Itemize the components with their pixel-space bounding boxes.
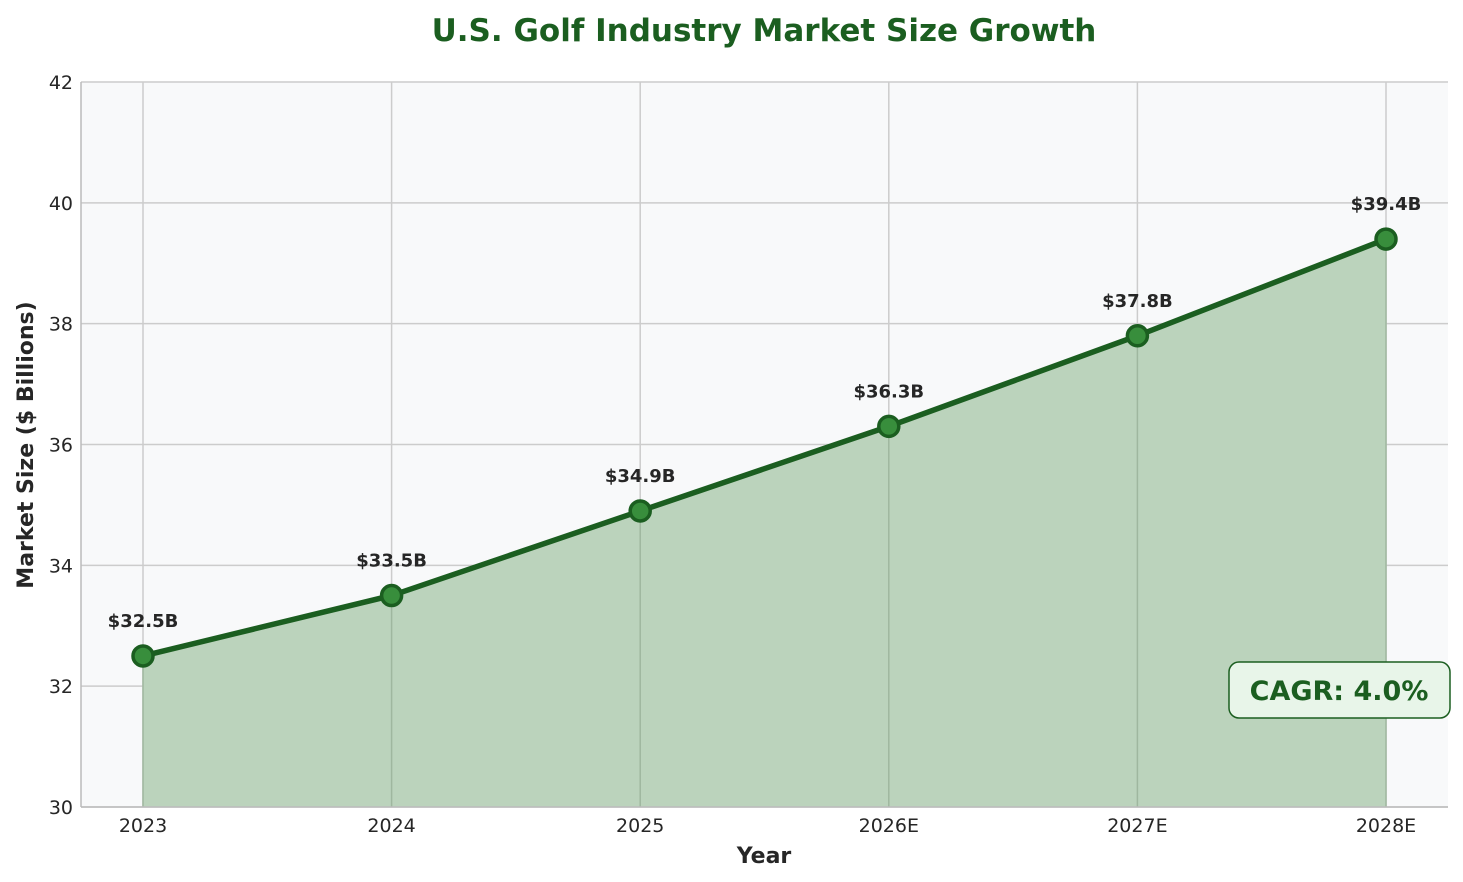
- y-tick-label: 38: [49, 314, 73, 336]
- y-axis-label: Market Size ($ Billions): [14, 301, 39, 588]
- data-label: $36.3B: [853, 381, 924, 402]
- x-tick-label: 2025: [616, 815, 664, 837]
- x-tick-label: 2027E: [1107, 815, 1167, 837]
- data-point: [1374, 227, 1398, 251]
- data-label: $39.4B: [1351, 194, 1422, 215]
- y-tick-label: 30: [49, 797, 73, 819]
- data-label: $37.8B: [1102, 291, 1173, 312]
- x-tick-label: 2023: [119, 815, 167, 837]
- data-point: [131, 644, 155, 668]
- data-point: [1125, 324, 1150, 348]
- x-tick-label: 2026E: [859, 815, 919, 837]
- chart-title: U.S. Golf Industry Market Size Growth: [432, 13, 1097, 49]
- cagr-annotation: CAGR: 4.0%: [1228, 661, 1451, 719]
- y-tick-label: 32: [49, 676, 73, 698]
- data-point: [628, 499, 652, 523]
- area-fill: [143, 239, 1386, 808]
- y-tick-label: 34: [49, 555, 73, 577]
- data-label: $32.5B: [108, 611, 179, 632]
- y-tick-label: 40: [49, 193, 73, 215]
- x-tick-label: 2028E: [1356, 815, 1416, 837]
- data-label: $34.9B: [605, 466, 676, 487]
- data-label: $33.5B: [356, 551, 427, 572]
- y-tick-label: 36: [49, 435, 73, 457]
- x-axis-label: Year: [736, 844, 792, 869]
- cagr-box: [1228, 661, 1451, 719]
- x-tick-label: 2024: [367, 815, 415, 837]
- cagr-text: CAGR: 4.0%: [1250, 676, 1429, 707]
- data-point: [379, 583, 404, 608]
- data-point: [877, 414, 901, 439]
- series-line: [142, 236, 1387, 659]
- y-tick-label: 42: [49, 72, 73, 94]
